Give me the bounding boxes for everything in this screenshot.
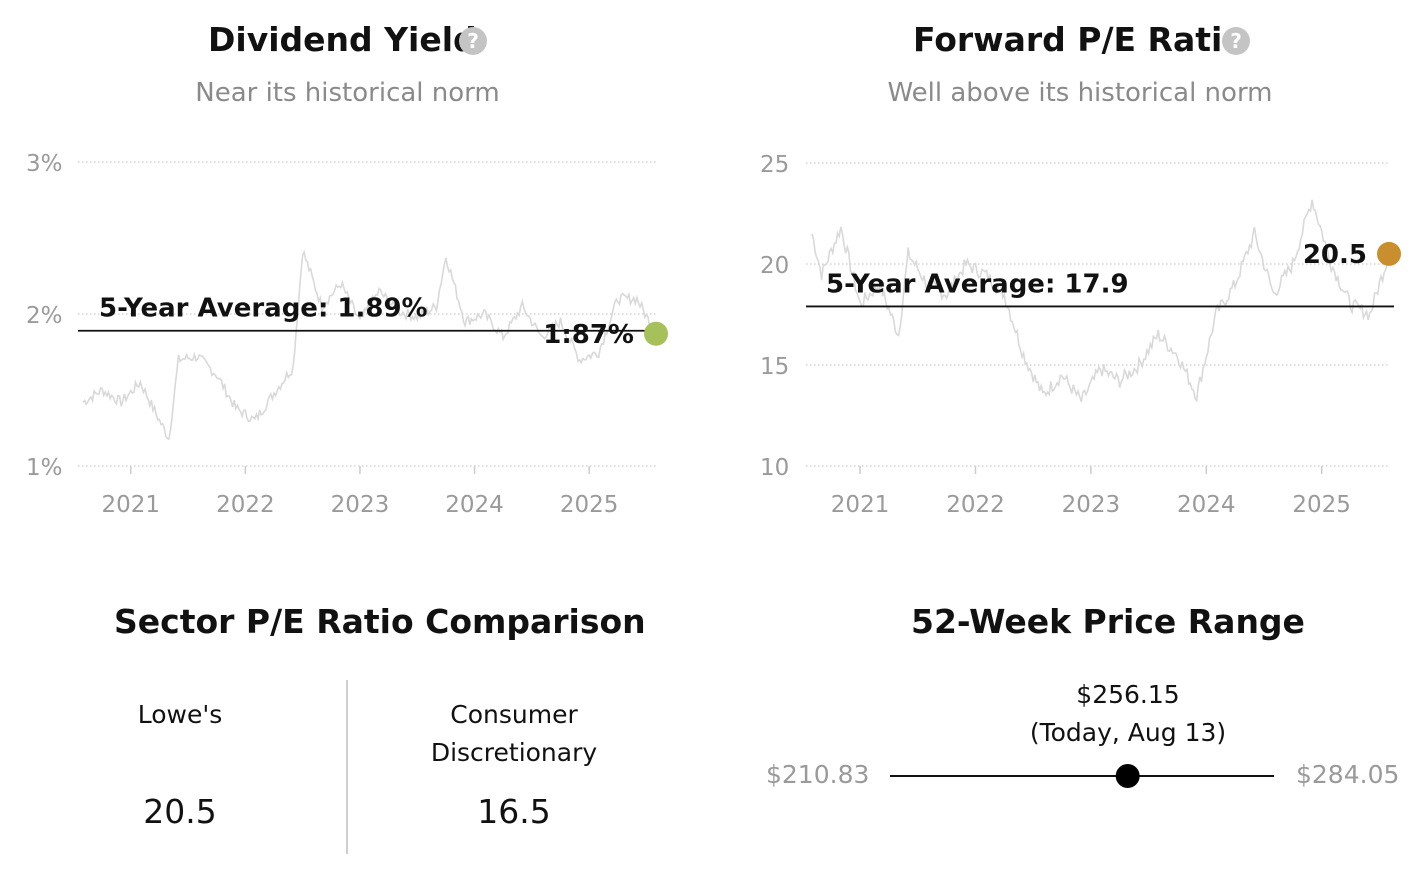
dividend-yield-title: Dividend Yield xyxy=(208,20,477,59)
x-tick-label: 2023 xyxy=(1062,492,1121,518)
y-tick-label: 25 xyxy=(760,152,789,178)
sector-pe-panel: Sector P/E Ratio Comparison Lowe's 20.5 … xyxy=(0,590,700,870)
series-line xyxy=(82,249,657,441)
y-tick-label: 1% xyxy=(26,455,63,481)
sector-divider xyxy=(346,680,348,854)
sector-left-value: 20.5 xyxy=(143,792,217,831)
dividend-yield-subtitle: Near its historical norm xyxy=(195,78,500,108)
x-tick-label: 2023 xyxy=(331,492,390,518)
series-line xyxy=(811,199,1390,403)
average-label: 5-Year Average: 17.9 xyxy=(826,269,1129,299)
average-label: 5-Year Average: 1.89% xyxy=(99,294,428,324)
current-value-label: 20.5 xyxy=(1303,240,1367,270)
price-range-title: 52-Week Price Range xyxy=(911,602,1305,641)
sector-left-label: Lowe's xyxy=(137,700,223,729)
x-tick-label: 2025 xyxy=(560,492,619,518)
y-tick-label: 10 xyxy=(760,455,789,481)
x-tick-label: 2021 xyxy=(101,492,160,518)
question-icon[interactable]: ? xyxy=(459,27,487,55)
sector-right-label-line2: Discretionary xyxy=(430,738,598,767)
price-range-panel: 52-Week Price Range $256.15 (Today, Aug … xyxy=(700,590,1418,870)
range-today-label: $256.15 (Today, Aug 13) xyxy=(978,676,1278,752)
current-value-label: 1:87% xyxy=(543,320,634,350)
current-value-marker xyxy=(1377,241,1401,266)
price-range-track xyxy=(890,764,1274,788)
range-low: $210.83 xyxy=(766,760,870,789)
x-tick-label: 2024 xyxy=(1177,492,1236,518)
y-tick-label: 20 xyxy=(760,253,789,279)
range-high: $284.05 xyxy=(1296,760,1400,789)
y-tick-label: 3% xyxy=(26,151,63,177)
range-current-marker xyxy=(1115,764,1140,788)
x-tick-label: 2022 xyxy=(216,492,275,518)
forward-pe-title: Forward P/E Ratio xyxy=(913,20,1245,59)
question-icon[interactable]: ? xyxy=(1222,27,1250,55)
sector-right-label: Consumer Discretionary xyxy=(384,696,644,772)
y-tick-label: 2% xyxy=(26,303,63,329)
sector-right-value: 16.5 xyxy=(477,792,551,831)
y-tick-label: 15 xyxy=(760,354,789,380)
x-tick-label: 2021 xyxy=(831,492,890,518)
sector-right-label-line1: Consumer xyxy=(450,700,578,729)
forward-pe-subtitle: Well above its historical norm xyxy=(887,78,1273,108)
sector-pe-title: Sector P/E Ratio Comparison xyxy=(114,602,646,641)
x-tick-label: 2025 xyxy=(1292,492,1351,518)
x-tick-label: 2024 xyxy=(445,492,504,518)
dividend-yield-panel: Dividend Yield ? Near its historical nor… xyxy=(0,0,700,540)
x-tick-label: 2022 xyxy=(946,492,1005,518)
current-value-marker xyxy=(644,321,668,346)
range-today-date: (Today, Aug 13) xyxy=(1029,718,1227,747)
range-today-price: $256.15 xyxy=(1076,680,1180,709)
dividend-yield-chart: 1% 2% 3% 2021 2022 2023 2024 2025 5-Year Average… xyxy=(26,151,668,518)
